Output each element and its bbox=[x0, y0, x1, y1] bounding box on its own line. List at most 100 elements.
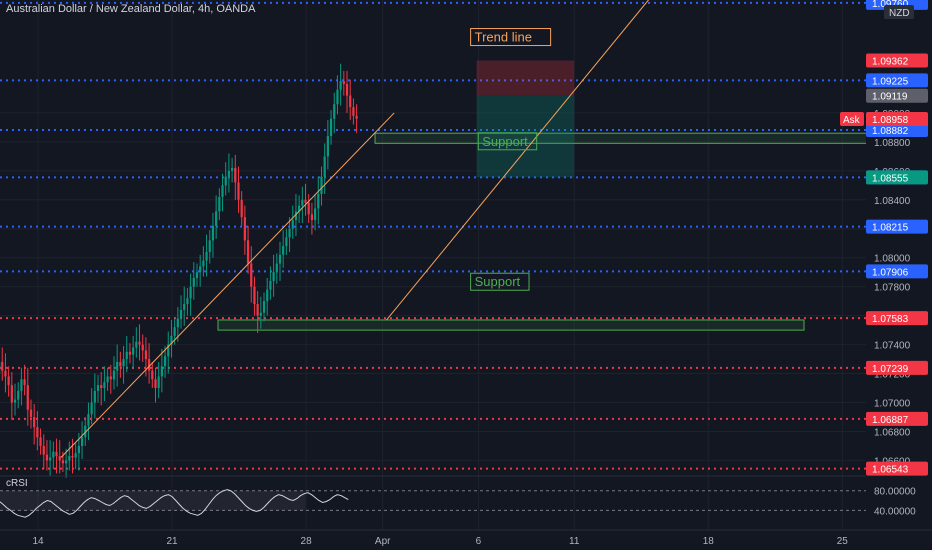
candle-body bbox=[355, 115, 358, 119]
candle-body bbox=[262, 301, 266, 313]
candle-body bbox=[68, 456, 71, 461]
price-tick: 1.08000 bbox=[874, 254, 911, 265]
candle-body bbox=[29, 409, 33, 417]
candle-body bbox=[84, 425, 87, 438]
candle-body bbox=[301, 199, 304, 206]
candle-body bbox=[291, 220, 294, 229]
price-tick: 1.07200 bbox=[874, 370, 911, 381]
level-label: 1.07906 bbox=[872, 267, 909, 278]
candle-body bbox=[304, 199, 307, 203]
candle-body bbox=[345, 83, 349, 96]
support-zone bbox=[217, 319, 805, 331]
candle-body bbox=[176, 318, 179, 328]
ask-label-bg bbox=[840, 112, 864, 127]
level-label: 1.08215 bbox=[872, 223, 909, 234]
candle-body bbox=[256, 304, 259, 316]
candle-body bbox=[151, 370, 154, 380]
candle-body bbox=[163, 356, 167, 367]
time-tick: 21 bbox=[166, 536, 178, 547]
chart-title: Australian Dollar / New Zealand Dollar, … bbox=[6, 3, 256, 15]
candle-body bbox=[218, 196, 221, 212]
price-tick: 1.08800 bbox=[874, 138, 911, 149]
candle-body bbox=[90, 402, 93, 415]
crsi-line bbox=[0, 489, 349, 518]
candle-body bbox=[189, 286, 192, 299]
candle-body bbox=[109, 376, 112, 380]
level-label: 1.07239 bbox=[872, 364, 909, 375]
candle-body bbox=[10, 385, 13, 403]
time-tick: 25 bbox=[837, 536, 849, 547]
candle-body bbox=[205, 251, 208, 261]
price-tick: 1.07400 bbox=[874, 341, 911, 352]
candle-body bbox=[13, 399, 17, 403]
annotations: Trend line Support Support bbox=[470, 28, 552, 291]
annotation: Trend line bbox=[470, 28, 552, 47]
level-label: 1.07583 bbox=[872, 314, 909, 325]
candle-body bbox=[272, 272, 275, 281]
candle-body bbox=[246, 240, 250, 264]
candle-body bbox=[288, 228, 291, 238]
indicator-tick: 80.00000 bbox=[874, 487, 916, 498]
time-tick: 18 bbox=[703, 536, 715, 547]
candle-body bbox=[52, 451, 55, 458]
level-label-bg bbox=[866, 123, 928, 138]
candle-body bbox=[64, 460, 68, 464]
price-tick: 1.06800 bbox=[874, 427, 911, 438]
candle-body bbox=[87, 414, 90, 426]
annotation-text: Trend line bbox=[475, 30, 532, 45]
candle-body bbox=[112, 370, 116, 380]
candle-body bbox=[237, 182, 240, 200]
candle-body bbox=[45, 454, 49, 461]
candle-body bbox=[183, 304, 186, 310]
price-axis: 1.090001.088001.086001.084001.082001.080… bbox=[840, 0, 932, 530]
candle-body bbox=[275, 263, 278, 273]
candle-body bbox=[61, 460, 65, 464]
level-label: 1.09760 bbox=[872, 0, 909, 10]
crsi-indicator bbox=[0, 475, 932, 518]
level-label-bg bbox=[866, 73, 928, 88]
price-badge: 1.08555 bbox=[872, 173, 909, 184]
candle-body bbox=[23, 379, 26, 386]
candle-body bbox=[333, 104, 336, 119]
grid bbox=[0, 0, 866, 530]
candles bbox=[0, 63, 358, 478]
candle-body bbox=[42, 445, 45, 455]
time-tick: Apr bbox=[375, 536, 391, 547]
candle-body bbox=[307, 202, 310, 215]
annotation-box bbox=[470, 28, 552, 47]
trend-lines bbox=[60, 0, 650, 458]
level-label-bg bbox=[866, 360, 928, 375]
candle-body bbox=[352, 107, 355, 116]
candle-body bbox=[128, 351, 132, 355]
candle-body bbox=[349, 95, 352, 108]
candle-body bbox=[278, 254, 282, 264]
candle-body bbox=[269, 280, 272, 290]
trend-line bbox=[386, 0, 650, 321]
candle-body bbox=[317, 194, 320, 209]
indicator-band bbox=[0, 490, 306, 511]
candle-body bbox=[215, 211, 218, 226]
candle-body bbox=[234, 167, 237, 183]
currency-badge-bg bbox=[884, 5, 914, 19]
level-label-bg bbox=[866, 219, 928, 234]
candle-body bbox=[100, 385, 103, 389]
candle-body bbox=[208, 240, 211, 252]
candle-body bbox=[138, 341, 141, 345]
candle-body bbox=[17, 390, 20, 400]
candle-body bbox=[132, 347, 135, 355]
level-label-bg bbox=[866, 311, 928, 326]
candle-body bbox=[336, 89, 339, 105]
stop-loss-zone bbox=[476, 60, 575, 96]
candle-body bbox=[253, 286, 256, 305]
candle-body bbox=[96, 385, 100, 391]
annotation-text: Support bbox=[475, 274, 521, 289]
candle-body bbox=[106, 376, 109, 383]
candle-body bbox=[323, 156, 326, 177]
candle-body bbox=[93, 390, 96, 403]
candle-body bbox=[1, 361, 4, 371]
price-badge-bg bbox=[866, 88, 928, 103]
annotation-text: Support bbox=[482, 134, 528, 149]
candle-body bbox=[294, 211, 298, 221]
